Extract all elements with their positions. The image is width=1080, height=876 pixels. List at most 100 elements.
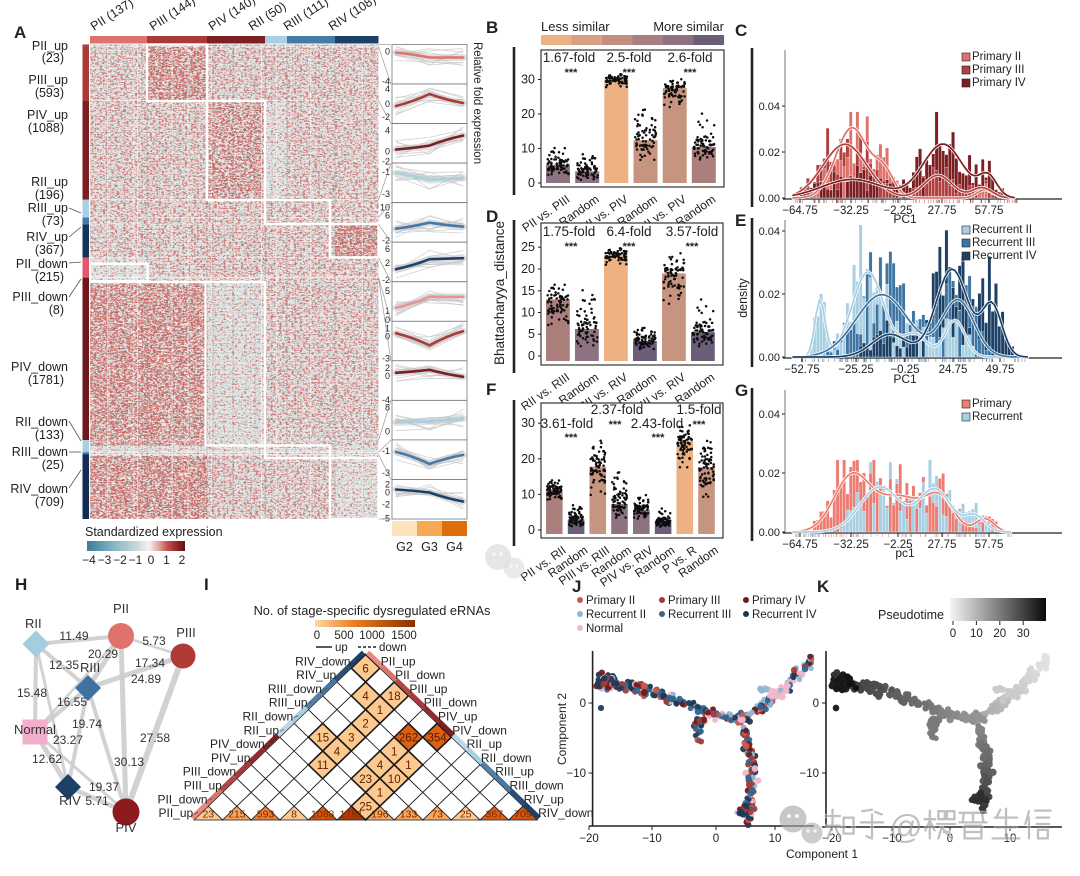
svg-text:10: 10 <box>970 628 983 640</box>
svg-text:6: 6 <box>385 211 390 221</box>
svg-text:11.49: 11.49 <box>59 629 88 643</box>
svg-text:B: B <box>486 18 498 37</box>
svg-text:709: 709 <box>514 809 532 821</box>
svg-text:−10: −10 <box>799 768 819 780</box>
svg-text:20.29: 20.29 <box>88 647 118 661</box>
svg-text:-3: -3 <box>382 468 390 478</box>
svg-text:30: 30 <box>1017 628 1030 640</box>
svg-text:−64.75: −64.75 <box>782 539 818 551</box>
svg-text:0: 0 <box>713 833 719 845</box>
svg-text:PII_down: PII_down <box>16 257 68 271</box>
svg-text:1: 1 <box>377 788 383 800</box>
svg-text:0: 0 <box>385 426 390 436</box>
svg-text:500: 500 <box>334 630 353 642</box>
svg-text:0.00: 0.00 <box>759 193 780 205</box>
svg-text:Primary IV: Primary IV <box>752 595 806 607</box>
svg-text:Standardized expression: Standardized expression <box>85 525 223 539</box>
svg-text:RIV: RIV <box>59 793 81 808</box>
svg-text:354: 354 <box>428 733 448 745</box>
svg-text:PII_up: PII_up <box>32 39 68 53</box>
svg-text:PIII_down: PIII_down <box>424 696 477 710</box>
svg-text:25: 25 <box>521 240 535 254</box>
svg-text:G2: G2 <box>396 540 413 554</box>
svg-text:-3: -3 <box>382 189 390 199</box>
svg-text:−2: −2 <box>113 553 127 567</box>
svg-text:0: 0 <box>528 523 535 537</box>
svg-text:***: *** <box>565 241 579 253</box>
svg-text:PIII_up: PIII_up <box>409 682 447 696</box>
svg-text:30: 30 <box>521 416 535 430</box>
svg-text:Less similar: Less similar <box>541 19 610 34</box>
svg-text:24.89: 24.89 <box>131 672 161 686</box>
svg-text:(73): (73) <box>42 214 64 228</box>
svg-text:0.04: 0.04 <box>759 101 780 113</box>
svg-text:−0.25: −0.25 <box>890 364 919 376</box>
svg-text:(23): (23) <box>42 51 64 65</box>
svg-text:PIV_up: PIV_up <box>27 108 68 122</box>
svg-text:(25): (25) <box>42 458 64 472</box>
svg-text:RIV_up: RIV_up <box>524 792 564 806</box>
svg-text:0: 0 <box>950 628 956 640</box>
svg-text:(215): (215) <box>35 270 64 284</box>
svg-text:@: @ <box>889 808 923 845</box>
svg-text:RIII_up: RIII_up <box>28 201 68 215</box>
svg-text:2: 2 <box>385 363 390 373</box>
svg-text:-2: -2 <box>382 157 390 167</box>
svg-text:RIII: RIII <box>80 660 100 675</box>
svg-text:30: 30 <box>521 73 535 87</box>
svg-text:RIII_up: RIII_up <box>269 696 308 710</box>
svg-text:PIII: PIII <box>176 625 196 640</box>
svg-text:No. of stage-specific dysregul: No. of stage-specific dysregulated eRNAs <box>254 603 491 618</box>
svg-text:Component 1: Component 1 <box>786 847 858 861</box>
svg-text:pc1: pc1 <box>895 546 915 560</box>
svg-text:Primary III: Primary III <box>668 595 720 607</box>
svg-text:1: 1 <box>391 746 397 758</box>
svg-text:15: 15 <box>521 284 535 298</box>
svg-text:5: 5 <box>528 327 535 341</box>
svg-text:-2: -2 <box>382 112 390 122</box>
svg-text:30.13: 30.13 <box>114 755 144 769</box>
svg-text:593: 593 <box>257 809 275 821</box>
svg-text:RIII_down: RIII_down <box>268 682 322 696</box>
svg-text:73: 73 <box>431 809 443 821</box>
svg-text:up: up <box>335 642 348 654</box>
svg-text:1.75-fold: 1.75-fold <box>543 224 596 239</box>
svg-text:***: *** <box>623 67 637 79</box>
svg-text:0.02: 0.02 <box>759 289 780 301</box>
svg-text:57.75: 57.75 <box>975 539 1004 551</box>
svg-text:Primary III: Primary III <box>972 64 1024 76</box>
svg-text:G3: G3 <box>421 540 438 554</box>
svg-text:down: down <box>379 642 407 654</box>
svg-text:Primary: Primary <box>972 398 1012 410</box>
svg-text:15: 15 <box>316 733 329 745</box>
svg-text:4: 4 <box>385 126 390 136</box>
svg-text:C: C <box>735 21 747 40</box>
svg-text:1781: 1781 <box>340 809 364 821</box>
svg-text:17.34: 17.34 <box>135 656 165 670</box>
svg-text:2: 2 <box>179 553 186 567</box>
svg-text:0: 0 <box>528 176 535 190</box>
svg-text:PII: PII <box>113 601 129 616</box>
svg-text:2.43-fold: 2.43-fold <box>631 416 684 431</box>
svg-text:1: 1 <box>385 323 390 333</box>
svg-text:(1088): (1088) <box>28 121 64 135</box>
svg-text:3.61-fold: 3.61-fold <box>541 416 594 431</box>
svg-text:16.55: 16.55 <box>57 695 87 709</box>
svg-text:PIII_down: PIII_down <box>12 290 68 304</box>
svg-text:0.02: 0.02 <box>759 468 780 480</box>
svg-text:196: 196 <box>371 809 389 821</box>
svg-text:−1: −1 <box>129 553 143 567</box>
svg-text:D: D <box>486 207 498 226</box>
svg-text:RII_down: RII_down <box>481 751 532 765</box>
svg-text:Recurrent: Recurrent <box>972 411 1023 423</box>
svg-text:25: 25 <box>460 809 472 821</box>
svg-text:***: *** <box>684 67 698 79</box>
svg-text:G4: G4 <box>446 540 463 554</box>
svg-text:−32.25: −32.25 <box>833 205 869 217</box>
svg-text:-4: -4 <box>382 77 390 87</box>
svg-text:***: *** <box>565 67 579 79</box>
svg-text:RII_down: RII_down <box>242 710 293 724</box>
svg-text:−32.25: −32.25 <box>833 539 869 551</box>
svg-text:F: F <box>486 380 496 399</box>
svg-text:(1781): (1781) <box>28 373 64 387</box>
